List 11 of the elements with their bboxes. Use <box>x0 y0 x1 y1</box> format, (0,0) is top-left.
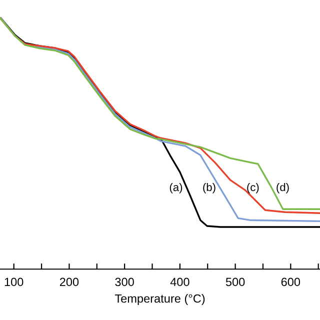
x-tick-label: 500 <box>226 278 245 286</box>
x-tick-label: 200 <box>60 278 79 286</box>
series-label: (d) <box>276 183 289 194</box>
x-axis-title: Temperature (°C) <box>114 294 205 306</box>
x-tick-label: 300 <box>115 278 134 286</box>
x-tick-label: 600 <box>281 278 300 286</box>
x-tick-label: 400 <box>170 278 190 286</box>
series-label: (b) <box>203 183 216 194</box>
series-label: (c) <box>247 183 259 194</box>
x-tick-label: 100 <box>4 278 24 286</box>
series-label: (a) <box>170 183 182 194</box>
